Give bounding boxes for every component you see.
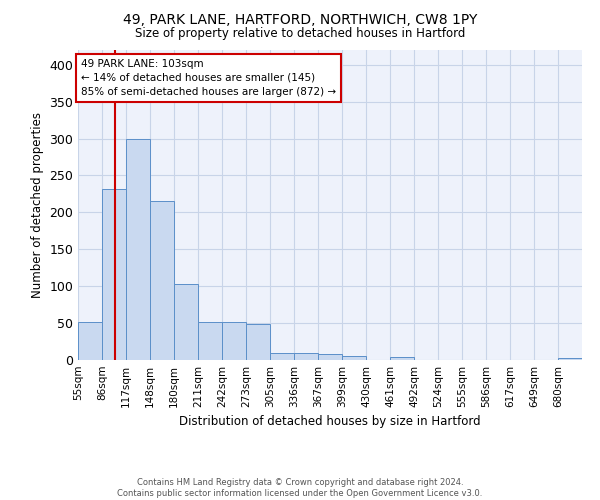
- Bar: [222, 322, 246, 360]
- X-axis label: Distribution of detached houses by size in Hartford: Distribution of detached houses by size …: [179, 416, 481, 428]
- Bar: [126, 138, 150, 360]
- Bar: [558, 358, 582, 360]
- Bar: [246, 324, 270, 360]
- Bar: [294, 352, 318, 360]
- Bar: [390, 357, 414, 360]
- Bar: [150, 202, 174, 360]
- Bar: [342, 356, 366, 360]
- Text: 49, PARK LANE, HARTFORD, NORTHWICH, CW8 1PY: 49, PARK LANE, HARTFORD, NORTHWICH, CW8 …: [123, 12, 477, 26]
- Y-axis label: Number of detached properties: Number of detached properties: [31, 112, 44, 298]
- Text: Size of property relative to detached houses in Hartford: Size of property relative to detached ho…: [135, 28, 465, 40]
- Text: Contains HM Land Registry data © Crown copyright and database right 2024.
Contai: Contains HM Land Registry data © Crown c…: [118, 478, 482, 498]
- Text: 49 PARK LANE: 103sqm
← 14% of detached houses are smaller (145)
85% of semi-deta: 49 PARK LANE: 103sqm ← 14% of detached h…: [81, 59, 336, 97]
- Bar: [318, 354, 342, 360]
- Bar: [198, 322, 222, 360]
- Bar: [102, 189, 126, 360]
- Bar: [174, 284, 198, 360]
- Bar: [270, 352, 294, 360]
- Bar: [78, 322, 102, 360]
